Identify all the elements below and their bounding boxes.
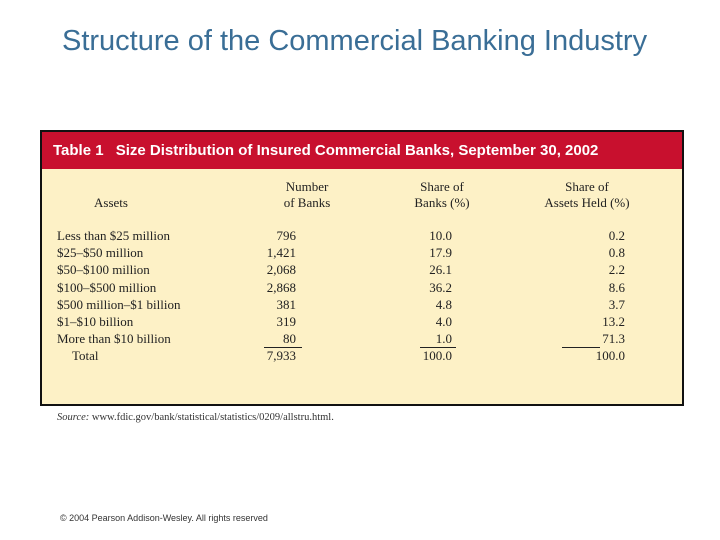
table-row: $50–$100 million 2,068 26.1 2.2 [57,262,625,278]
column-header-share-of-assets: Share of Assets Held (%) [544,179,630,210]
table-header-bar: Table 1 Size Distribution of Insured Com… [42,132,682,169]
table-label: Table 1 [53,142,104,159]
copyright-footer: © 2004 Pearson Addison-Wesley. All right… [60,513,268,523]
table-row-total: Total 7,933 100.0 100.0 [72,348,625,364]
table-title: Size Distribution of Insured Commercial … [115,142,599,159]
table-row: $500 million–$1 billion 381 4.8 3.7 [57,296,625,312]
table-source: Source: www.fdic.gov/bank/statistical/st… [57,412,334,423]
size-distribution-table: Table 1 Size Distribution of Insured Com… [40,130,684,423]
slide-title: Structure of the Commercial Banking Indu… [62,25,648,57]
table-row: $25–$50 million 1,421 17.9 0.8 [57,245,625,261]
table-rows: Less than $25 million 796 10.0 0.2 $25–$… [42,227,682,365]
column-header-number-of-banks: Number of Banks [283,179,331,210]
table-row: $100–$500 million 2,868 36.2 8.6 [57,279,625,295]
column-header-assets: Assets [94,195,128,210]
total-rule-share-assets [562,347,600,348]
total-rule-number [264,347,302,348]
table-row: Less than $25 million 796 10.0 0.2 [57,228,625,243]
total-rule-share-banks [420,347,456,348]
table-row: $1–$10 billion 319 4.0 13.2 [57,313,625,329]
table-row: More than $10 billion 80 1.0 71.3 [57,331,625,347]
table-body: Assets Number of Banks Share of Banks (%… [42,169,682,423]
column-header-share-of-banks: Share of Banks (%) [414,179,470,210]
